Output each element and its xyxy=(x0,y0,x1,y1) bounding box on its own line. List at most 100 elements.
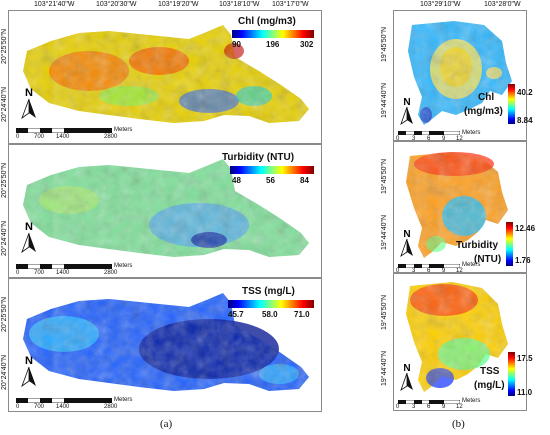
coord-label: 103°17'0"W xyxy=(272,1,309,8)
scale-bar xyxy=(16,264,112,269)
legend-tick: 40.2 xyxy=(517,88,533,97)
coord-label: 20°25'50"N xyxy=(1,28,8,64)
coord-label: 19°44'40"N xyxy=(381,350,388,386)
legend-title: Turbidity (NTU) xyxy=(222,152,295,163)
colorbar-turbidity xyxy=(230,166,314,174)
coord-label: 20°24'40"N xyxy=(1,220,8,256)
legend-tick: 58.0 xyxy=(262,310,278,319)
coord-label: 103°29'10"W xyxy=(420,1,461,8)
scale-tick: 6 xyxy=(427,136,431,142)
legend-tick: 90 xyxy=(232,40,241,49)
scale-tick: 700 xyxy=(34,404,45,410)
scale-tick: 3 xyxy=(412,404,416,410)
legend-tick: 302 xyxy=(300,40,314,49)
lake-map-chl xyxy=(23,25,309,123)
colorbar-turbidity-b xyxy=(506,222,513,266)
legend-title: (mg/m3) xyxy=(464,106,503,117)
scale-bar xyxy=(398,400,460,404)
coord-label: 103°28'0"W xyxy=(484,1,521,8)
legend-tick: 8.84 xyxy=(517,116,533,125)
lake-map-tss-b xyxy=(406,282,508,392)
north-arrow-icon: N xyxy=(400,363,413,391)
coord-label: 19°44'40"N xyxy=(381,82,388,118)
colorbar-chl-b xyxy=(508,84,515,124)
scale-bar xyxy=(16,128,112,133)
scale-unit: Meters xyxy=(462,398,481,404)
scale-tick: 0 xyxy=(396,136,400,142)
scale-tick: 2800 xyxy=(104,134,118,140)
north-arrow-icon: N xyxy=(400,229,413,257)
scale-tick: 700 xyxy=(34,270,45,276)
legend-title: (NTU) xyxy=(474,254,502,265)
legend-tick: 196 xyxy=(266,40,280,49)
scale-tick: 0 xyxy=(16,134,20,140)
coord-label: 103°20'30"W xyxy=(96,1,137,8)
legend-tick: 11.0 xyxy=(517,388,533,397)
lake-map-chl-b xyxy=(408,21,512,125)
scale-tick: 9 xyxy=(442,268,446,274)
legend-tick: 84 xyxy=(300,176,309,185)
scale-unit: Meters xyxy=(114,263,133,269)
scale-tick: 2800 xyxy=(104,404,118,410)
coord-label: 20°25'50"N xyxy=(1,296,8,332)
legend-tick: 45.7 xyxy=(228,310,244,319)
scale-tick: 12 xyxy=(456,268,463,274)
north-label: N xyxy=(25,87,33,99)
legend-tick: 17.5 xyxy=(517,354,533,363)
legend-title: Chl (mg/m3) xyxy=(238,16,296,27)
coord-label: 103°18'10"W xyxy=(219,1,260,8)
scale-tick: 9 xyxy=(442,404,446,410)
scale-tick: 3 xyxy=(412,268,416,274)
scale-unit: Meters xyxy=(462,130,481,136)
north-label: N xyxy=(403,229,410,240)
legend-tick: 48 xyxy=(232,176,241,185)
legend-title: Turbidity xyxy=(456,240,499,251)
legend-tick: 12.46 xyxy=(515,224,536,233)
north-label: N xyxy=(403,363,410,374)
scale-bar xyxy=(398,264,460,268)
coord-label: 19°45'50"N xyxy=(381,158,388,194)
scale-tick: 9 xyxy=(442,136,446,142)
scale-tick: 12 xyxy=(456,136,463,142)
legend-tick: 71.0 xyxy=(294,310,310,319)
scale-bar xyxy=(398,131,460,135)
coord-label: 20°24'40"N xyxy=(1,86,8,122)
north-label: N xyxy=(25,221,33,233)
scale-tick: 1400 xyxy=(56,134,70,140)
north-label: N xyxy=(403,97,410,108)
legend-title: TSS xyxy=(480,366,500,377)
coord-label: 19°44'40"N xyxy=(381,214,388,250)
caption-a: (a) xyxy=(160,418,173,430)
scale-tick: 2800 xyxy=(104,270,118,276)
legend-tick: 56 xyxy=(266,176,275,185)
scale-tick: 0 xyxy=(396,268,400,274)
coord-label: 19°45'50"N xyxy=(381,26,388,62)
legend-title: (mg/L) xyxy=(474,380,505,391)
lake-map-turbidity-b xyxy=(406,152,508,258)
coord-label: 103°19'20"W xyxy=(158,1,199,8)
north-arrow-icon: N xyxy=(21,355,36,388)
legend-tick: 1.76 xyxy=(515,256,531,265)
scale-tick: 0 xyxy=(396,404,400,410)
lake-map-tss xyxy=(23,293,309,391)
colorbar-chl xyxy=(232,30,314,38)
scale-unit: Meters xyxy=(114,127,133,133)
north-arrow-icon: N xyxy=(400,97,413,125)
scale-tick: 0 xyxy=(16,404,20,410)
scale-bar xyxy=(16,398,112,403)
scale-tick: 0 xyxy=(16,270,20,276)
legend-title: TSS (mg/L) xyxy=(242,286,295,297)
scale-tick: 700 xyxy=(34,134,45,140)
scale-unit: Meters xyxy=(114,397,133,403)
scale-tick: 1400 xyxy=(56,404,70,410)
legend-title: Chl xyxy=(478,92,495,103)
coord-label: 20°24'40"N xyxy=(1,354,8,390)
scale-tick: 12 xyxy=(456,404,463,410)
scale-tick: 3 xyxy=(412,136,416,142)
north-label: N xyxy=(25,355,33,367)
colorbar-tss-b xyxy=(508,352,515,396)
colorbar-tss xyxy=(228,300,314,308)
scale-unit: Meters xyxy=(462,262,481,268)
north-arrow-icon: N xyxy=(21,221,36,254)
scale-tick: 6 xyxy=(427,404,431,410)
